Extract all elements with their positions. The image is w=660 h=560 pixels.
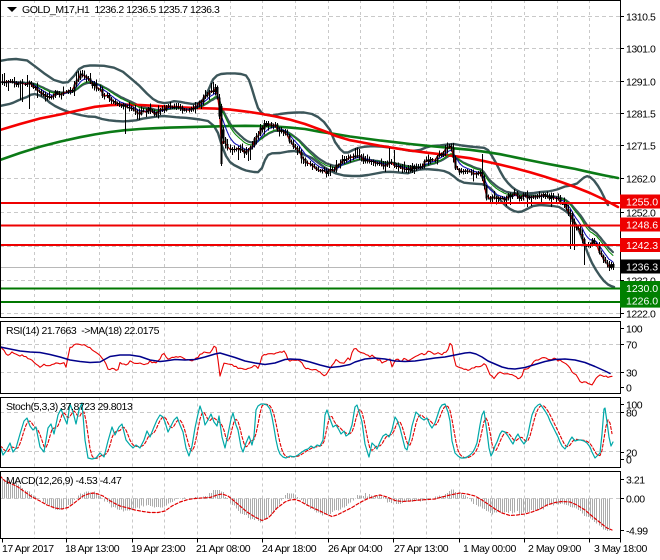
svg-text:17 Apr 2017: 17 Apr 2017 xyxy=(2,543,54,555)
svg-text:0.00: 0.00 xyxy=(626,494,645,506)
svg-text:-4.99: -4.99 xyxy=(626,526,648,538)
svg-text:21 Apr 08:00: 21 Apr 08:00 xyxy=(196,543,251,555)
svg-text:24 Apr 18:00: 24 Apr 18:00 xyxy=(262,543,317,555)
svg-text:1255.0: 1255.0 xyxy=(626,197,658,209)
svg-text:30: 30 xyxy=(626,368,637,380)
svg-text:18 Apr 13:00: 18 Apr 13:00 xyxy=(65,543,120,555)
svg-text:1230.0: 1230.0 xyxy=(626,283,658,295)
svg-text:19 Apr 23:00: 19 Apr 23:00 xyxy=(131,543,186,555)
svg-text:80: 80 xyxy=(626,408,637,420)
svg-text:0: 0 xyxy=(626,455,632,467)
svg-text:0: 0 xyxy=(626,383,632,395)
svg-text:100: 100 xyxy=(626,324,643,336)
svg-text:1262.0: 1262.0 xyxy=(626,174,656,186)
svg-text:1242.3: 1242.3 xyxy=(626,240,658,252)
svg-text:70: 70 xyxy=(626,340,637,352)
svg-text:1281.5: 1281.5 xyxy=(626,109,656,121)
svg-text:1236.3: 1236.3 xyxy=(626,262,658,274)
svg-text:1248.6: 1248.6 xyxy=(626,220,658,232)
svg-text:Stoch(5,3,3) 37.8723 29.8013: Stoch(5,3,3) 37.8723 29.8013 xyxy=(6,401,133,413)
svg-text:26 Apr 04:00: 26 Apr 04:00 xyxy=(328,543,383,555)
svg-text:1271.5: 1271.5 xyxy=(626,141,656,153)
svg-text:1226.0: 1226.0 xyxy=(626,296,658,308)
svg-text:3.21: 3.21 xyxy=(626,475,645,487)
svg-text:1222.0: 1222.0 xyxy=(626,309,656,321)
svg-text:RSI(14) 21.7663 ->MA(18) 22.0: RSI(14) 21.7663 ->MA(18) 22.0175 xyxy=(6,325,160,337)
svg-text:2 May 09:00: 2 May 09:00 xyxy=(528,543,581,555)
svg-text:GOLD_M17,H1 1236.2 1236.5 123: GOLD_M17,H1 1236.2 1236.5 1235.7 1236.3 xyxy=(22,4,220,16)
svg-text:1 May 00:00: 1 May 00:00 xyxy=(463,543,516,555)
svg-text:3 May 18:00: 3 May 18:00 xyxy=(594,543,647,555)
svg-text:1310.5: 1310.5 xyxy=(626,12,656,24)
svg-text:1252.0: 1252.0 xyxy=(626,208,656,220)
svg-text:MACD(12,26,9) -4.53 -4.47: MACD(12,26,9) -4.53 -4.47 xyxy=(6,475,122,487)
svg-text:1301.0: 1301.0 xyxy=(626,44,656,56)
svg-text:27 Apr 13:00: 27 Apr 13:00 xyxy=(394,543,449,555)
svg-text:20: 20 xyxy=(626,448,637,460)
svg-text:1291.0: 1291.0 xyxy=(626,77,656,89)
svg-text:100: 100 xyxy=(626,400,643,412)
